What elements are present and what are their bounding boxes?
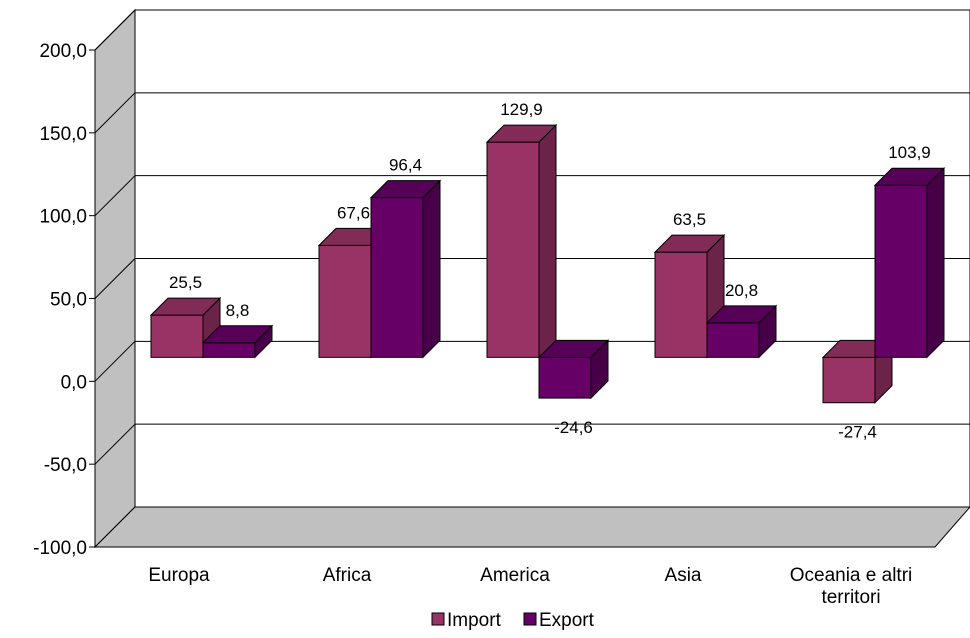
y-axis-ticks: 200,0 150,0 100,0 50,0 0,0 -50,0 -100,0: [33, 41, 95, 559]
bar-front: [370, 197, 424, 358]
data-labels: 25,5 67,6 129,9 63,5 -27,4 8,8 96,4 -24,6 20,8 10…: [169, 100, 931, 442]
bar-front: [874, 184, 928, 358]
bar-top: [653, 234, 726, 253]
bars: [149, 123, 946, 404]
bar-front: [318, 244, 372, 358]
data-label-import-0: 25,5: [169, 273, 202, 292]
bar-front: [654, 251, 708, 358]
gridline-side: [94, 92, 136, 134]
legend-label-import: Import: [447, 610, 502, 631]
legend-label-export: Export: [539, 610, 595, 631]
y-tick-label: 50,0: [50, 290, 87, 311]
bar-export-3: [705, 304, 778, 359]
bar-export-1: [369, 179, 442, 359]
bar-top: [705, 305, 778, 324]
data-label-export-1: 96,4: [389, 156, 422, 175]
bar-export-0: [201, 324, 274, 359]
category-label-2: America: [480, 565, 550, 586]
gridline-side: [94, 258, 136, 299]
data-label-export-0: 8,8: [226, 301, 250, 320]
y-tick-label: 100,0: [39, 207, 87, 228]
category-labels: Europa Africa America Asia Oceania e altrite…: [148, 565, 912, 608]
y-tick-label: 150,0: [39, 124, 87, 145]
legend: Import Export: [431, 610, 595, 631]
legend-swatch-import: [431, 612, 445, 626]
bar-front: [706, 322, 760, 358]
category-label-4: Oceania e altri: [790, 565, 913, 586]
bar-front: [202, 342, 256, 358]
bar-front: [486, 141, 540, 358]
category-label-4: territori: [821, 587, 880, 608]
bar-front: [538, 356, 592, 399]
bar-side: [538, 123, 557, 359]
data-label-import-2: 129,9: [500, 100, 543, 119]
bar-export-2: [537, 339, 610, 400]
data-label-import-4: -27,4: [838, 423, 877, 442]
floor: [93, 506, 970, 548]
data-label-export-4: 103,9: [888, 143, 931, 162]
gridline-side: [94, 175, 136, 217]
y-tick-label: 200,0: [39, 41, 87, 62]
bar-front: [150, 314, 204, 358]
bar-side: [422, 179, 441, 359]
bar-top: [149, 297, 222, 316]
bar-top: [873, 167, 946, 186]
bar-top: [201, 325, 274, 344]
legend-swatch-export: [523, 612, 537, 626]
bar-top: [485, 124, 558, 143]
bar-import-2: [485, 123, 558, 359]
data-label-import-3: 63,5: [673, 210, 706, 229]
bar-side: [926, 166, 945, 359]
bar-top: [369, 180, 442, 199]
y-tick-label: -100,0: [33, 538, 87, 559]
gridline-side: [94, 9, 136, 51]
data-label-export-2: -24,6: [554, 418, 593, 437]
bar-top: [537, 339, 610, 358]
gridline-side: [94, 423, 136, 465]
data-label-import-1: 67,6: [337, 203, 370, 222]
y-tick-label: -50,0: [44, 455, 87, 476]
category-label-3: Asia: [665, 565, 702, 586]
category-label-1: Africa: [323, 565, 372, 586]
category-label-0: Europa: [148, 565, 210, 586]
bar-front: [822, 356, 876, 404]
gridline-side: [94, 340, 136, 382]
y-tick-label: 0,0: [61, 372, 87, 393]
data-label-export-3: 20,8: [725, 281, 758, 300]
bar-export-4: [873, 166, 946, 359]
